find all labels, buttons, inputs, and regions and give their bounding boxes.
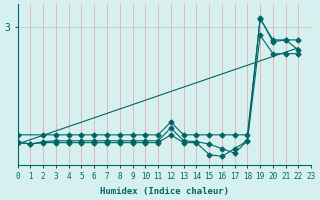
X-axis label: Humidex (Indice chaleur): Humidex (Indice chaleur) <box>100 187 229 196</box>
